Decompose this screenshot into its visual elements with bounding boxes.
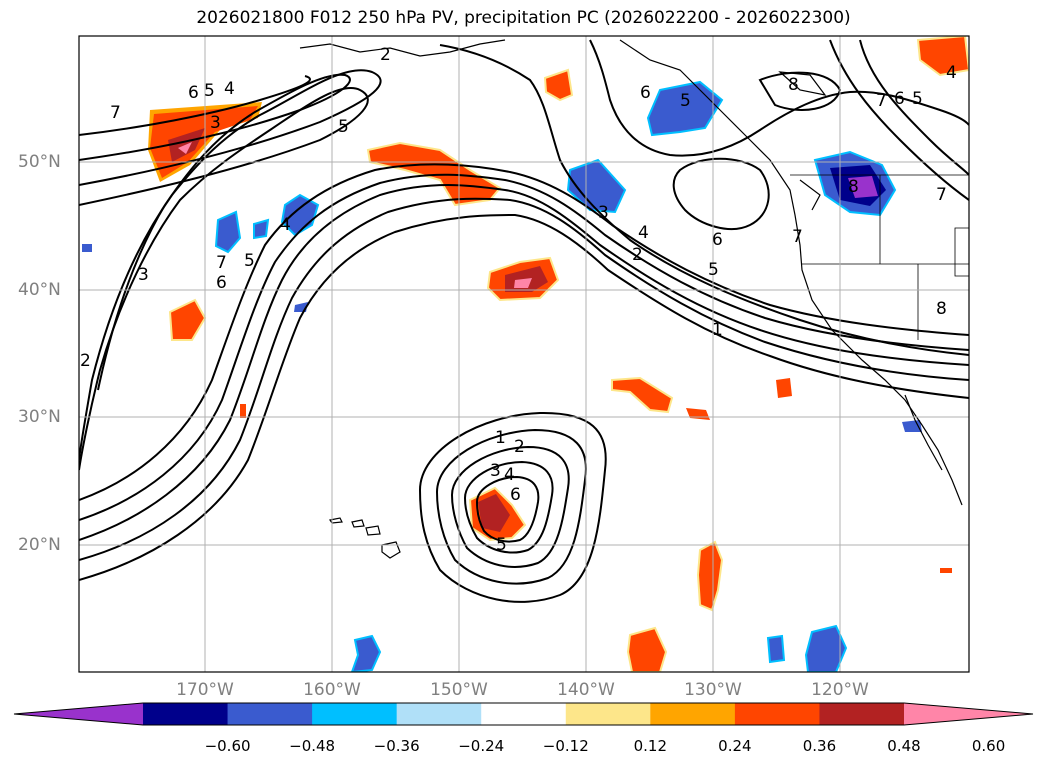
colorbar-extend-high <box>904 703 1033 725</box>
contour-label: 4 <box>504 465 515 485</box>
pv-contours <box>79 39 969 603</box>
lat-label-50n: 50°N <box>18 152 61 172</box>
map-frame <box>78 35 970 673</box>
contour-label: 2 <box>380 45 391 65</box>
precip-positive-area <box>543 68 574 102</box>
lon-label-130w: 130°W <box>684 680 742 700</box>
contour-label: 4 <box>280 215 291 235</box>
colorbar-outline <box>13 702 1034 726</box>
contour-label: 6 <box>894 89 905 109</box>
colorbar-tick-label: −0.48 <box>289 737 336 755</box>
colorbar-extend-low <box>14 703 143 725</box>
colorbar-tick-label: 0.24 <box>718 737 752 755</box>
colorbar <box>13 702 1034 726</box>
contour-label: 3 <box>490 461 501 481</box>
contour-label: 6 <box>712 230 723 250</box>
contour-label: 5 <box>912 89 923 109</box>
contour-label: 6 <box>216 273 227 293</box>
lon-label-140w: 140°W <box>557 680 615 700</box>
contour-label: 8 <box>848 177 859 197</box>
lon-label-150w: 150°W <box>430 680 488 700</box>
contour-label: 4 <box>946 63 957 83</box>
contour-label: 7 <box>876 91 887 111</box>
precip-positive-area <box>168 298 207 341</box>
contour-label: 6 <box>188 83 199 103</box>
lon-label-170w: 170°W <box>176 680 234 700</box>
hawaiian-islands <box>329 517 401 559</box>
contour-label: 5 <box>708 260 719 280</box>
colorbar-tick-label: 0.12 <box>633 737 668 755</box>
lat-label-30n: 30°N <box>18 407 61 427</box>
contour-label: 8 <box>788 75 799 95</box>
colorbar-segment <box>565 703 651 725</box>
contour-label: 6 <box>640 83 651 103</box>
precip-positive-area <box>626 36 969 672</box>
colorbar-segment <box>396 703 482 725</box>
contour-label: 3 <box>598 203 609 223</box>
contour-label: 3 <box>210 113 221 133</box>
contour-label: 5 <box>496 535 507 555</box>
precip-positive-area <box>240 376 792 420</box>
lon-label-160w: 160°W <box>303 680 361 700</box>
colorbar-tick-label: −0.24 <box>458 737 505 755</box>
colorbar-segment <box>227 703 313 725</box>
contour-label: 4 <box>224 79 235 99</box>
colorbar-tick-label: −0.12 <box>542 737 589 755</box>
contour-label: 6 <box>510 485 521 505</box>
contour-label: 5 <box>244 251 255 271</box>
contour-label: 2 <box>632 245 643 265</box>
political-borders <box>790 174 969 340</box>
colorbar-segment <box>819 703 905 725</box>
contour-label: 3 <box>138 265 149 285</box>
precip-negative-area <box>82 80 922 672</box>
colorbar-segment <box>481 703 567 725</box>
lon-label-120w: 120°W <box>811 680 869 700</box>
precip-shading <box>82 36 969 672</box>
contour-label: 2 <box>514 437 525 457</box>
contour-label: 7 <box>936 185 947 205</box>
contour-label: 5 <box>204 81 215 101</box>
colorbar-tick-label: 0.60 <box>971 737 1006 755</box>
colorbar-segment <box>143 703 229 725</box>
lat-label-40n: 40°N <box>18 280 61 300</box>
contour-label: 5 <box>680 91 691 111</box>
lat-label-20n: 20°N <box>18 535 61 555</box>
map-title: 2026021800 F012 250 hPa PV, precipitatio… <box>196 8 851 28</box>
contour-label: 7 <box>792 227 803 247</box>
contour-label: 4 <box>638 223 649 243</box>
coastlines <box>299 39 963 506</box>
colorbar-segment <box>734 703 820 725</box>
contour-label: 5 <box>338 117 349 137</box>
colorbar-tick-label: −0.60 <box>204 737 251 755</box>
colorbar-tick-label: −0.36 <box>373 737 420 755</box>
contour-label: 1 <box>712 320 723 340</box>
lat-lon-grid <box>79 36 969 672</box>
contour-label: 1 <box>495 428 506 448</box>
colorbar-segment <box>312 703 398 725</box>
contour-label: 2 <box>80 351 91 371</box>
contour-label: 7 <box>110 103 121 123</box>
contour-label: 7 <box>216 253 227 273</box>
colorbar-tick-label: 0.48 <box>887 737 921 755</box>
contour-label: 8 <box>936 299 947 319</box>
precip-positive-area <box>468 486 527 542</box>
colorbar-tick-label: 0.36 <box>802 737 837 755</box>
colorbar-segment <box>650 703 736 725</box>
